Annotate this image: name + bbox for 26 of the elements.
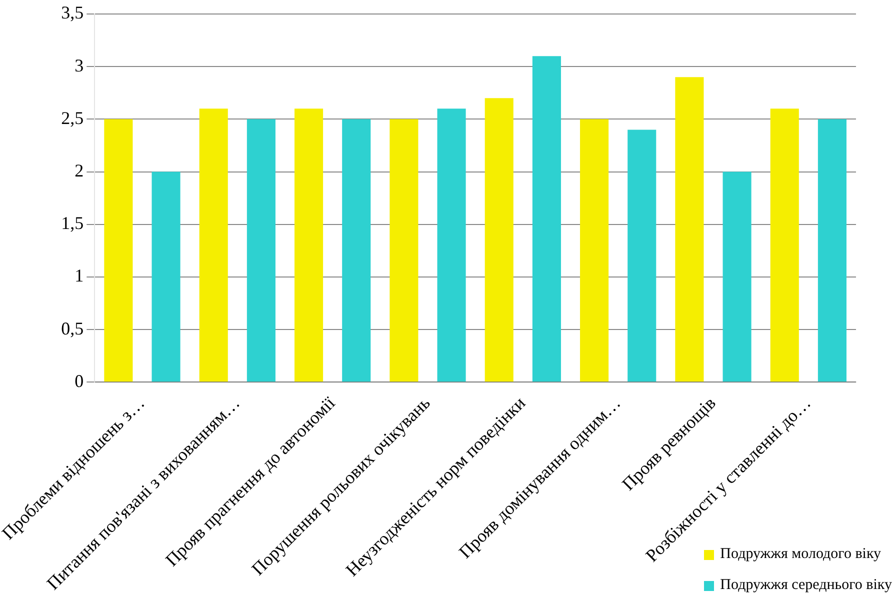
bar [484, 98, 514, 382]
legend-label: Подружжя молодого віку [720, 546, 882, 563]
y-tick-label: 2,5 [61, 108, 84, 128]
bar [390, 119, 418, 382]
bar [770, 108, 799, 382]
bar [675, 77, 704, 382]
bar [294, 108, 324, 382]
y-tick-label: 2 [74, 160, 84, 181]
bar [104, 119, 133, 382]
bar [818, 119, 846, 382]
bar [722, 172, 752, 382]
y-tick-label: 1 [74, 266, 84, 286]
bar [437, 108, 466, 382]
bar [152, 172, 180, 382]
bar [246, 119, 276, 382]
bar [342, 119, 371, 382]
y-tick-label: 1,5 [61, 213, 84, 234]
bar [580, 119, 609, 382]
y-tick-label: 0 [74, 370, 84, 391]
legend-label: Подружжя середнього віку [720, 577, 892, 594]
bar [199, 108, 228, 382]
bar [628, 130, 656, 382]
y-tick-label: 0,5 [61, 318, 84, 338]
y-tick-label: 3 [74, 55, 84, 76]
bar [532, 56, 561, 382]
y-tick-label: 3,5 [61, 2, 84, 23]
